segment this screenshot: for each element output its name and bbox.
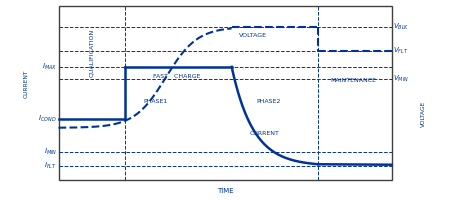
- Text: $V_{MIN}$: $V_{MIN}$: [393, 74, 409, 84]
- Text: TIME: TIME: [217, 188, 233, 194]
- Text: PHASE1: PHASE1: [143, 99, 167, 104]
- Text: CURRENT: CURRENT: [23, 70, 29, 98]
- Text: $V_{BLK}$: $V_{BLK}$: [393, 22, 410, 32]
- Text: $I_{COND}$: $I_{COND}$: [38, 114, 57, 124]
- Text: CURRENT: CURRENT: [250, 131, 280, 136]
- Text: PHASE2: PHASE2: [256, 99, 280, 104]
- Text: $I_{MAX}$: $I_{MAX}$: [42, 62, 57, 72]
- Bar: [58, 6, 392, 180]
- Text: VOLTAGE: VOLTAGE: [421, 101, 427, 127]
- Text: FAST   CHARGE: FAST CHARGE: [153, 74, 200, 79]
- Text: $I_{MIN}$: $I_{MIN}$: [44, 147, 57, 157]
- Text: QUALIFICATION: QUALIFICATION: [89, 29, 94, 77]
- Text: MAINTENANCE: MAINTENANCE: [330, 78, 376, 83]
- Text: VOLTAGE: VOLTAGE: [239, 33, 267, 38]
- Text: $V_{FLT}$: $V_{FLT}$: [393, 46, 409, 56]
- Text: $I_{FLT}$: $I_{FLT}$: [44, 161, 57, 171]
